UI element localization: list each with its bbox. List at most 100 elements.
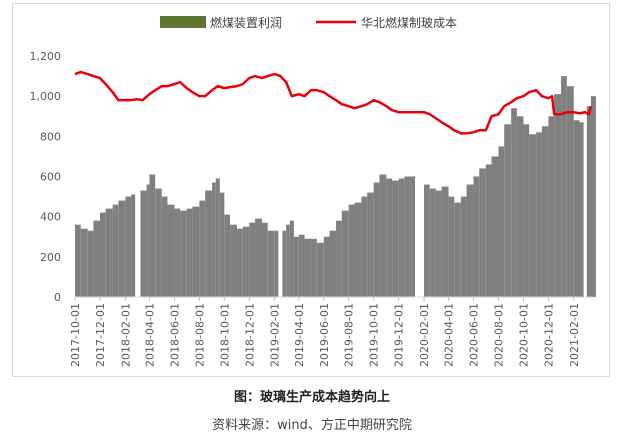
line-series: [74, 70, 593, 135]
bar: [212, 182, 216, 297]
x-tick-label: 2017-10-01: [69, 303, 82, 367]
chart: 燃煤装置利润 华北燃煤制玻成本 0 200 400 600 800 1,000 1,200 2…: [30, 15, 596, 367]
bar: [146, 184, 150, 297]
bar: [316, 242, 324, 297]
x-tick-label: 2018-04-01: [144, 303, 157, 367]
bar: [93, 220, 100, 297]
bar: [404, 176, 412, 297]
x-tick-label: 2018-08-01: [193, 303, 206, 367]
bar: [341, 210, 349, 297]
y-tick-label: 0: [54, 291, 61, 304]
x-tick-label: 2020-08-01: [493, 303, 506, 367]
legend: 燃煤装置利润 华北燃煤制玻成本: [160, 15, 457, 30]
legend-swatch-bar: [160, 16, 206, 28]
bar: [75, 224, 81, 297]
bar: [298, 234, 305, 297]
x-tick-label: 2020-02-01: [418, 303, 431, 367]
bar: [167, 204, 175, 297]
bar: [354, 202, 362, 297]
bar: [267, 230, 275, 297]
source-note: 资料来源：wind、方正中期研究院: [212, 418, 412, 433]
bar: [224, 214, 231, 297]
bar: [131, 194, 136, 297]
bar: [479, 168, 486, 297]
bar: [491, 156, 499, 297]
bar: [125, 196, 132, 297]
x-tick-label: 2019-04-01: [293, 303, 306, 367]
bar: [373, 182, 380, 297]
bar: [293, 236, 299, 297]
x-tick-label: 2020-06-01: [468, 303, 481, 367]
bar: [304, 238, 312, 297]
bar: [529, 134, 537, 297]
bar: [435, 190, 442, 297]
bar: [249, 222, 256, 297]
bar: [473, 176, 480, 297]
bar: [386, 178, 393, 297]
x-tick-label: 2017-12-01: [94, 303, 107, 367]
bar: [99, 212, 106, 297]
bar: [448, 196, 455, 297]
x-tick-label: 2019-12-01: [393, 303, 406, 367]
chart-frame: 燃煤装置利润 华北燃煤制玻成本 0 200 400 600 800 1,000 1,200 2…: [12, 3, 610, 377]
x-tick-label: 2018-02-01: [119, 303, 132, 367]
bar: [441, 186, 449, 297]
y-tick-label: 1,200: [30, 50, 62, 63]
bar: [155, 188, 162, 297]
bar: [590, 96, 596, 297]
bar: [105, 208, 113, 297]
bar: [566, 86, 574, 298]
bar: [498, 146, 505, 298]
bar: [586, 106, 591, 298]
bar: [398, 178, 405, 297]
x-tick-label: 2018-10-01: [218, 303, 231, 367]
bar: [554, 94, 562, 297]
y-tick-label: 1,000: [30, 90, 62, 103]
bar: [186, 208, 193, 297]
bar: [112, 204, 119, 297]
axes: 0 200 400 600 800 1,000 1,200 2017-10-01 2017-12…: [30, 50, 593, 367]
bar: [80, 228, 88, 297]
bar: [237, 228, 243, 297]
bar: [311, 238, 317, 297]
x-tick-label: 2020-04-01: [443, 303, 456, 367]
bar: [561, 76, 567, 297]
bar: [87, 230, 94, 297]
bar: [336, 220, 342, 297]
bar: [205, 190, 213, 297]
x-tick-label: 2020-10-01: [517, 303, 530, 367]
bar: [504, 124, 512, 297]
bar: [516, 116, 524, 297]
bar: [485, 164, 492, 297]
bar: [523, 124, 530, 297]
bar: [174, 208, 181, 297]
bar: [460, 196, 467, 297]
x-tick-label: 2019-06-01: [318, 303, 331, 367]
bar: [199, 200, 206, 297]
bar: [118, 200, 126, 297]
x-tick-label: 2019-02-01: [269, 303, 282, 367]
bar: [255, 218, 262, 297]
bar: [454, 202, 461, 297]
x-tick-label: 2019-08-01: [343, 303, 356, 367]
x-tick-label: 2018-12-01: [243, 303, 256, 367]
y-tick-label: 400: [40, 211, 61, 224]
bar: [511, 108, 517, 297]
bar: [230, 224, 238, 297]
bar: [411, 176, 416, 297]
bar: [282, 230, 287, 297]
legend-label-line: 华北燃煤制玻成本: [361, 15, 457, 30]
bar: [274, 230, 279, 297]
x-tick-label: 2021-02-01: [568, 303, 581, 367]
bar: [573, 120, 580, 298]
bar: [219, 192, 225, 297]
bar: [323, 236, 330, 297]
bar: [261, 222, 268, 297]
bar: [242, 226, 250, 297]
y-tick-label: 200: [40, 251, 61, 264]
bar: [579, 122, 584, 297]
bar: [361, 196, 368, 297]
bar: [466, 184, 474, 297]
figure-caption: 图：玻璃生产成本趋势向上: [233, 390, 390, 405]
bar-series: [75, 76, 596, 298]
